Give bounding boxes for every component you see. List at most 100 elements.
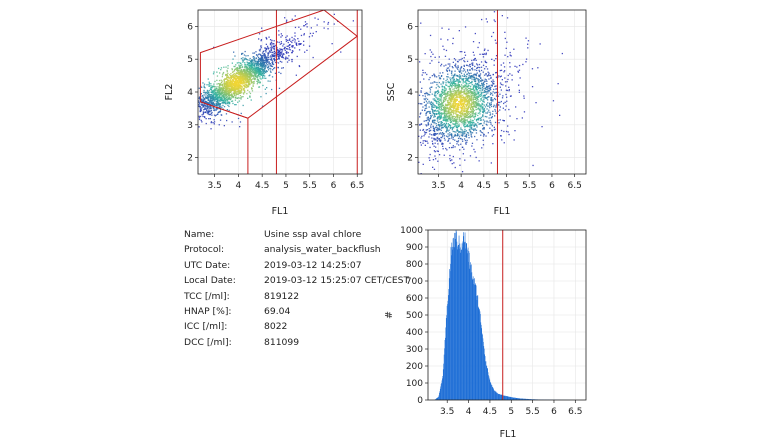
density-point bbox=[447, 76, 449, 78]
density-point bbox=[440, 105, 442, 107]
density-point bbox=[204, 92, 206, 94]
density-point bbox=[259, 75, 261, 78]
density-point bbox=[467, 101, 469, 103]
density-point bbox=[215, 97, 217, 100]
density-point bbox=[461, 146, 464, 148]
density-point bbox=[237, 117, 240, 120]
density-point bbox=[439, 128, 441, 130]
density-point bbox=[452, 104, 454, 107]
density-point bbox=[207, 102, 209, 104]
density-point bbox=[218, 99, 220, 101]
density-point bbox=[429, 159, 431, 161]
density-point bbox=[252, 65, 254, 67]
density-point bbox=[471, 92, 473, 94]
density-point bbox=[221, 89, 223, 91]
density-point bbox=[429, 112, 432, 115]
density-point bbox=[439, 72, 441, 74]
density-point bbox=[461, 121, 464, 123]
density-point bbox=[273, 48, 275, 50]
density-point bbox=[447, 130, 449, 132]
density-point bbox=[442, 109, 444, 111]
density-point bbox=[442, 86, 444, 88]
density-point bbox=[200, 93, 202, 95]
density-point bbox=[442, 102, 445, 104]
density-point bbox=[254, 66, 256, 68]
density-point bbox=[239, 97, 241, 99]
density-point bbox=[495, 106, 497, 108]
density-point bbox=[254, 61, 257, 63]
density-point bbox=[450, 109, 452, 111]
density-point bbox=[239, 121, 242, 123]
density-point bbox=[453, 100, 455, 102]
density-point bbox=[507, 131, 509, 133]
density-point bbox=[444, 92, 446, 94]
density-point bbox=[267, 48, 270, 50]
density-point bbox=[457, 141, 459, 143]
density-point bbox=[454, 125, 456, 128]
density-point bbox=[473, 92, 475, 94]
density-point bbox=[198, 118, 201, 121]
density-point bbox=[241, 80, 243, 82]
density-point bbox=[478, 82, 480, 84]
density-point bbox=[444, 139, 446, 141]
density-point bbox=[270, 64, 272, 66]
density-point bbox=[435, 100, 437, 102]
density-point bbox=[233, 84, 235, 86]
density-point bbox=[436, 133, 438, 135]
density-point bbox=[232, 73, 234, 76]
density-point bbox=[253, 58, 255, 60]
density-point bbox=[206, 84, 208, 86]
density-point bbox=[201, 114, 203, 116]
density-point bbox=[467, 103, 469, 106]
density-point bbox=[482, 119, 485, 121]
density-point bbox=[232, 96, 234, 98]
density-point bbox=[264, 61, 266, 63]
density-point bbox=[429, 89, 432, 91]
density-point bbox=[436, 138, 438, 140]
density-point bbox=[462, 120, 465, 122]
density-point bbox=[211, 90, 213, 93]
density-point bbox=[465, 111, 468, 114]
density-point bbox=[431, 104, 434, 106]
density-point bbox=[238, 82, 240, 84]
density-point bbox=[478, 75, 480, 77]
density-point bbox=[465, 88, 467, 90]
density-point bbox=[202, 106, 204, 108]
density-point bbox=[199, 98, 201, 100]
density-point bbox=[236, 67, 239, 70]
density-point bbox=[285, 58, 287, 60]
density-point bbox=[208, 107, 210, 109]
density-point bbox=[294, 35, 296, 37]
density-point bbox=[224, 101, 226, 103]
density-point bbox=[472, 113, 474, 115]
density-point bbox=[204, 104, 206, 107]
density-point bbox=[453, 78, 455, 80]
density-point bbox=[461, 107, 463, 109]
density-point bbox=[254, 74, 256, 77]
density-point bbox=[475, 73, 477, 75]
density-point bbox=[479, 111, 481, 113]
density-point bbox=[470, 133, 472, 135]
density-point bbox=[225, 87, 227, 90]
density-point bbox=[213, 103, 215, 105]
density-point bbox=[459, 158, 461, 160]
density-point bbox=[244, 76, 246, 78]
density-point bbox=[444, 113, 446, 115]
density-point bbox=[219, 110, 222, 112]
density-point bbox=[511, 74, 513, 76]
density-point bbox=[228, 96, 230, 99]
density-point bbox=[485, 123, 487, 125]
density-point bbox=[457, 86, 459, 89]
density-point bbox=[221, 97, 223, 100]
density-point bbox=[213, 104, 216, 106]
density-point bbox=[483, 91, 486, 93]
density-point bbox=[248, 81, 250, 84]
density-point bbox=[465, 136, 468, 138]
density-point bbox=[454, 166, 456, 169]
density-point bbox=[241, 71, 243, 73]
density-point bbox=[452, 95, 454, 97]
density-point bbox=[230, 90, 232, 92]
density-point bbox=[483, 108, 485, 111]
density-point bbox=[228, 98, 230, 100]
density-point bbox=[458, 117, 460, 119]
